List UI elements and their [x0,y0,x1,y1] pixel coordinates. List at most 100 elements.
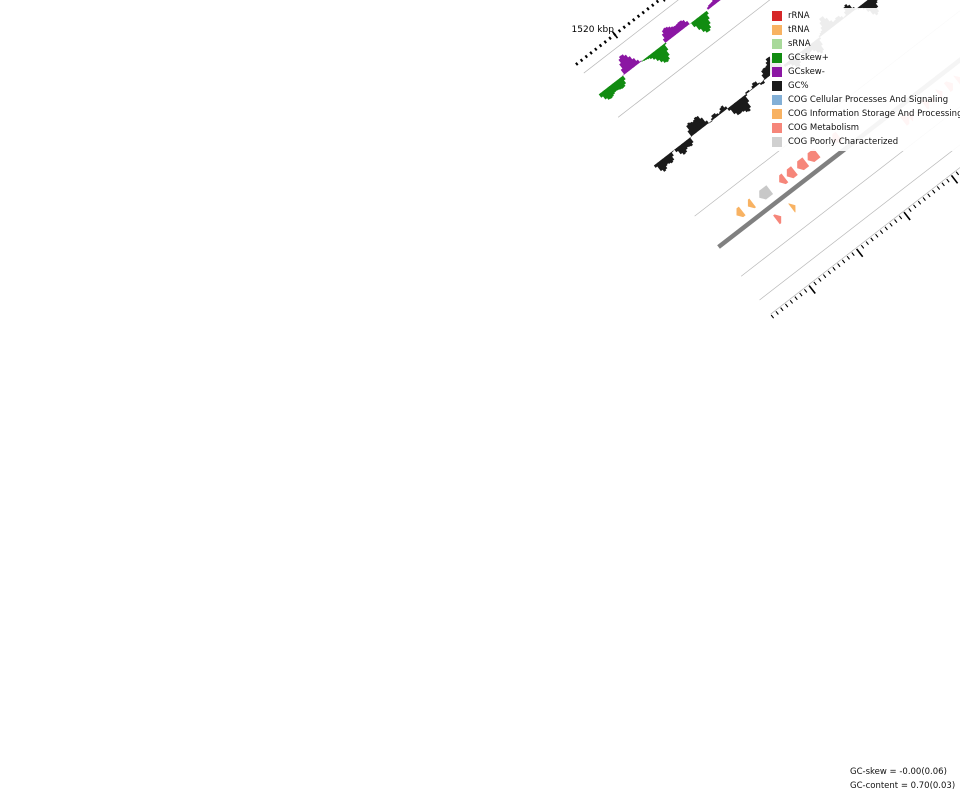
gc-content-bar [687,129,694,137]
inner-tick [799,292,803,297]
gc-skew-positive-bar [660,45,670,57]
gc-content-bar [677,145,686,155]
gc-skew-negative-bar [619,62,629,74]
gc-content-bar [674,148,679,153]
forward-gene [797,157,810,171]
gc-content-bar [662,157,669,165]
gc-skew-positive-bar [620,75,626,81]
gc-content-bar [735,100,746,112]
inner-tick [927,193,931,198]
gc-skew-positive-bar [649,53,657,60]
position-labels: 1520 kbp1525 kbp1530 kbp1535 kbp1540 kbp… [572,25,615,35]
gc-skew-positive-bar [646,55,651,60]
gc-content-bar [753,81,759,87]
gc-content-stat: GC-content = 0.70(0.03) [850,781,956,791]
gc-skew-negative-bar [709,2,714,8]
gc-skew-negative-bar [620,54,634,70]
inner-tick [813,281,817,286]
gc-content-bar [742,95,750,103]
inner-tick [884,226,888,231]
legend-swatch [772,137,782,147]
gc-skew-positive-bar [602,90,611,100]
inner-tick [870,237,874,242]
legend-swatch [772,95,782,105]
inner-ruler-ticks [770,171,960,319]
legend-item: rRNA [772,9,960,23]
forward-gene [736,206,746,218]
legend-item: GCskew+ [772,51,960,65]
gc-skew-positive-bar [702,12,710,20]
legend-label: COG Poorly Characterized [788,137,899,147]
gc-skew-negative-bar [623,54,635,68]
gc-content-bar [740,96,752,109]
ruler-tick [617,29,622,33]
ruler-tick [579,58,584,63]
guide-line-2 [617,0,771,118]
gc-content-bar [667,153,675,162]
stats-panel: GC-skew = -0.00(0.06) GC-content = 0.70(… [850,765,955,793]
gc-skew-positive-bar [656,47,669,63]
gc-skew-positive-bar [598,92,604,98]
inner-tick [827,270,831,275]
gc-content-bar [739,97,751,112]
major-tick [611,31,619,39]
gc-content-bar [653,163,658,168]
legend-label: rRNA [788,11,810,21]
inner-tick [865,241,869,246]
gc-content-bar [761,69,769,79]
gc-skew-positive-bar [612,82,620,91]
inner-tick [932,189,936,194]
gc-skew-track [598,0,721,100]
gc-skew-positive-bar [699,14,712,29]
gc-content-bar [687,137,694,144]
legend-swatch [772,109,782,119]
ruler-tick [598,43,603,48]
legend-label: COG Cellular Processes And Signaling [788,95,949,105]
inner-tick [784,303,789,308]
gc-skew-positive-bar [600,91,608,100]
gc-content-bar [720,105,726,112]
gc-skew-negative-bar [670,26,678,35]
ruler-tick [622,25,626,30]
gc-skew-negative-bar [664,26,675,38]
gc-skew-negative-bar [679,20,687,29]
gc-content-bar [759,81,764,86]
legend-item: COG Cellular Processes And Signaling [772,93,960,107]
inner-tick [794,296,798,301]
reverse-gene [788,203,796,213]
ruler-tick [589,51,593,55]
guide-line-6 [770,167,960,315]
forward-gene [747,198,756,209]
major-tick [662,0,666,2]
gc-skew-negative-bar [672,25,680,34]
gc-content-bar [745,91,749,95]
ruler-tick [650,3,655,7]
gc-content-bar [869,0,879,9]
inner-tick [908,208,912,212]
gc-skew-positive-bar [692,20,702,31]
inner-tick [913,204,917,209]
gc-skew-positive-bar [697,16,711,32]
legend-label: COG Metabolism [788,123,860,133]
inner-tick [855,248,864,258]
gc-content-bar [704,120,709,125]
gc-skew-positive-bar [644,57,649,61]
gc-skew-positive-bar [694,18,706,33]
ruler-tick [594,47,598,52]
gc-skew-negative-bar [706,6,711,10]
gc-skew-positive-bar [655,49,667,64]
gc-skew-positive-bar [701,13,711,25]
sequence-backbone [717,57,960,249]
legend-label: tRNA [788,25,810,35]
ruler-tick [584,54,588,59]
gc-content-bar [710,117,714,121]
inner-tick [822,274,827,279]
gc-skew-positive-bar [607,86,615,96]
gc-skew-positive-bar [663,42,667,46]
inner-tick [851,252,855,257]
legend-label: GCskew- [788,67,825,77]
gc-content-bar [679,144,688,154]
gc-content-bar [723,106,728,111]
gc-skew-negative-bar [707,4,712,9]
ruler-tick [641,10,645,15]
